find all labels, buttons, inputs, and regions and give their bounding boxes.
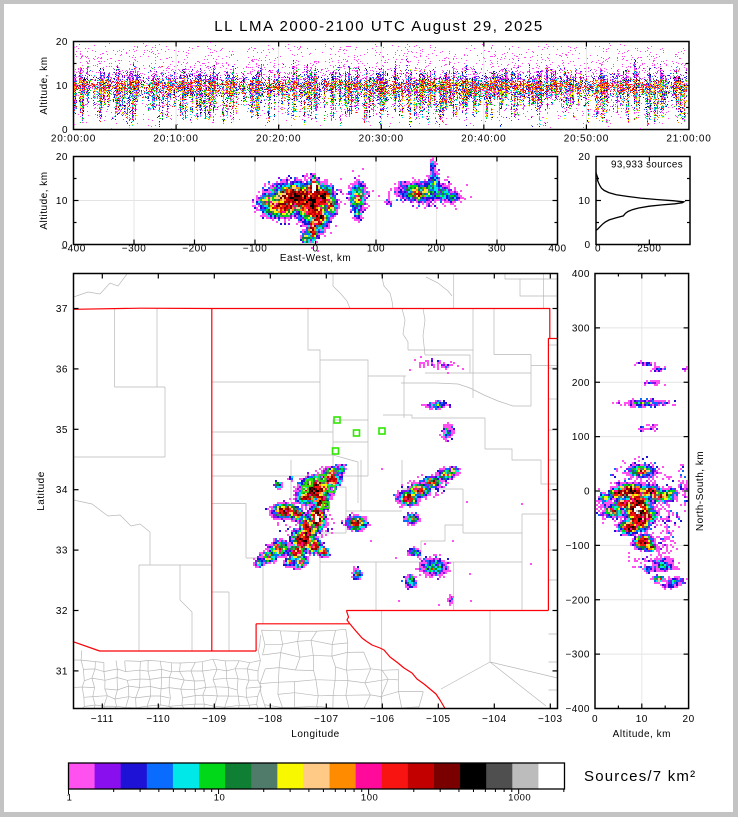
- svg-text:−105: −105: [426, 714, 451, 725]
- svg-text:100: 100: [361, 793, 378, 804]
- svg-text:300: 300: [572, 323, 590, 334]
- svg-text:−300: −300: [122, 244, 147, 255]
- svg-text:20: 20: [683, 714, 695, 725]
- svg-text:20: 20: [56, 152, 68, 163]
- svg-text:100: 100: [572, 432, 590, 443]
- svg-text:35: 35: [56, 425, 68, 436]
- svg-text:20:20:00: 20:20:00: [256, 134, 301, 145]
- svg-text:100: 100: [367, 244, 385, 255]
- svg-text:−100: −100: [565, 541, 590, 552]
- svg-text:20:40:00: 20:40:00: [461, 134, 506, 145]
- svg-text:0: 0: [312, 244, 318, 255]
- svg-text:−107: −107: [314, 714, 339, 725]
- svg-text:−200: −200: [565, 595, 590, 606]
- svg-text:200: 200: [427, 244, 445, 255]
- svg-text:37: 37: [56, 304, 68, 315]
- svg-text:33: 33: [56, 546, 68, 557]
- svg-text:0: 0: [592, 714, 598, 725]
- svg-text:−300: −300: [565, 650, 590, 661]
- svg-text:−400: −400: [565, 704, 590, 715]
- svg-text:Altitude, km: Altitude, km: [613, 729, 671, 740]
- svg-text:−110: −110: [146, 714, 170, 725]
- svg-text:−103: −103: [538, 714, 563, 725]
- svg-text:300: 300: [488, 244, 506, 255]
- svg-text:34: 34: [56, 485, 68, 496]
- svg-text:−111: −111: [91, 714, 114, 725]
- svg-text:LL LMA 2000-2100 UTC August 29: LL LMA 2000-2100 UTC August 29, 2025: [214, 18, 544, 35]
- svg-text:10: 10: [214, 793, 226, 804]
- svg-text:31: 31: [56, 666, 68, 677]
- svg-text:0: 0: [62, 125, 68, 136]
- svg-text:Altitude, km: Altitude, km: [39, 56, 50, 114]
- svg-text:200: 200: [572, 378, 590, 389]
- svg-text:North-South, km: North-South, km: [695, 451, 706, 531]
- svg-text:21:00:00: 21:00:00: [666, 134, 711, 145]
- svg-text:Sources/7 km²: Sources/7 km²: [584, 768, 696, 785]
- svg-text:−200: −200: [182, 244, 207, 255]
- svg-text:0: 0: [584, 240, 590, 251]
- svg-text:93,933 sources: 93,933 sources: [611, 160, 683, 171]
- svg-text:1: 1: [67, 793, 73, 804]
- svg-text:10: 10: [578, 196, 590, 207]
- svg-text:36: 36: [56, 364, 68, 375]
- svg-text:Latitude: Latitude: [36, 471, 47, 511]
- svg-text:32: 32: [56, 606, 68, 617]
- svg-text:1000: 1000: [508, 793, 531, 804]
- svg-text:2500: 2500: [637, 244, 661, 255]
- svg-text:10: 10: [636, 714, 648, 725]
- svg-text:−106: −106: [370, 714, 395, 725]
- svg-text:20:00:00: 20:00:00: [51, 134, 96, 145]
- svg-text:10: 10: [56, 196, 68, 207]
- svg-text:−100: −100: [243, 244, 268, 255]
- svg-text:−109: −109: [202, 714, 227, 725]
- svg-text:Longitude: Longitude: [291, 729, 339, 740]
- svg-text:400: 400: [572, 269, 590, 280]
- svg-text:0: 0: [62, 240, 68, 251]
- svg-text:Altitude, km: Altitude, km: [39, 171, 50, 229]
- svg-text:400: 400: [548, 244, 566, 255]
- svg-text:20: 20: [578, 152, 590, 163]
- svg-text:20: 20: [56, 37, 68, 48]
- svg-text:20:50:00: 20:50:00: [564, 134, 609, 145]
- svg-text:−104: −104: [482, 714, 507, 725]
- svg-text:−108: −108: [258, 714, 283, 725]
- svg-text:East-West, km: East-West, km: [280, 253, 351, 264]
- svg-text:0: 0: [584, 487, 590, 498]
- svg-text:20:10:00: 20:10:00: [153, 134, 198, 145]
- svg-text:20:30:00: 20:30:00: [359, 134, 404, 145]
- svg-text:10: 10: [56, 81, 68, 92]
- svg-text:−400: −400: [61, 244, 86, 255]
- svg-text:0: 0: [595, 244, 601, 255]
